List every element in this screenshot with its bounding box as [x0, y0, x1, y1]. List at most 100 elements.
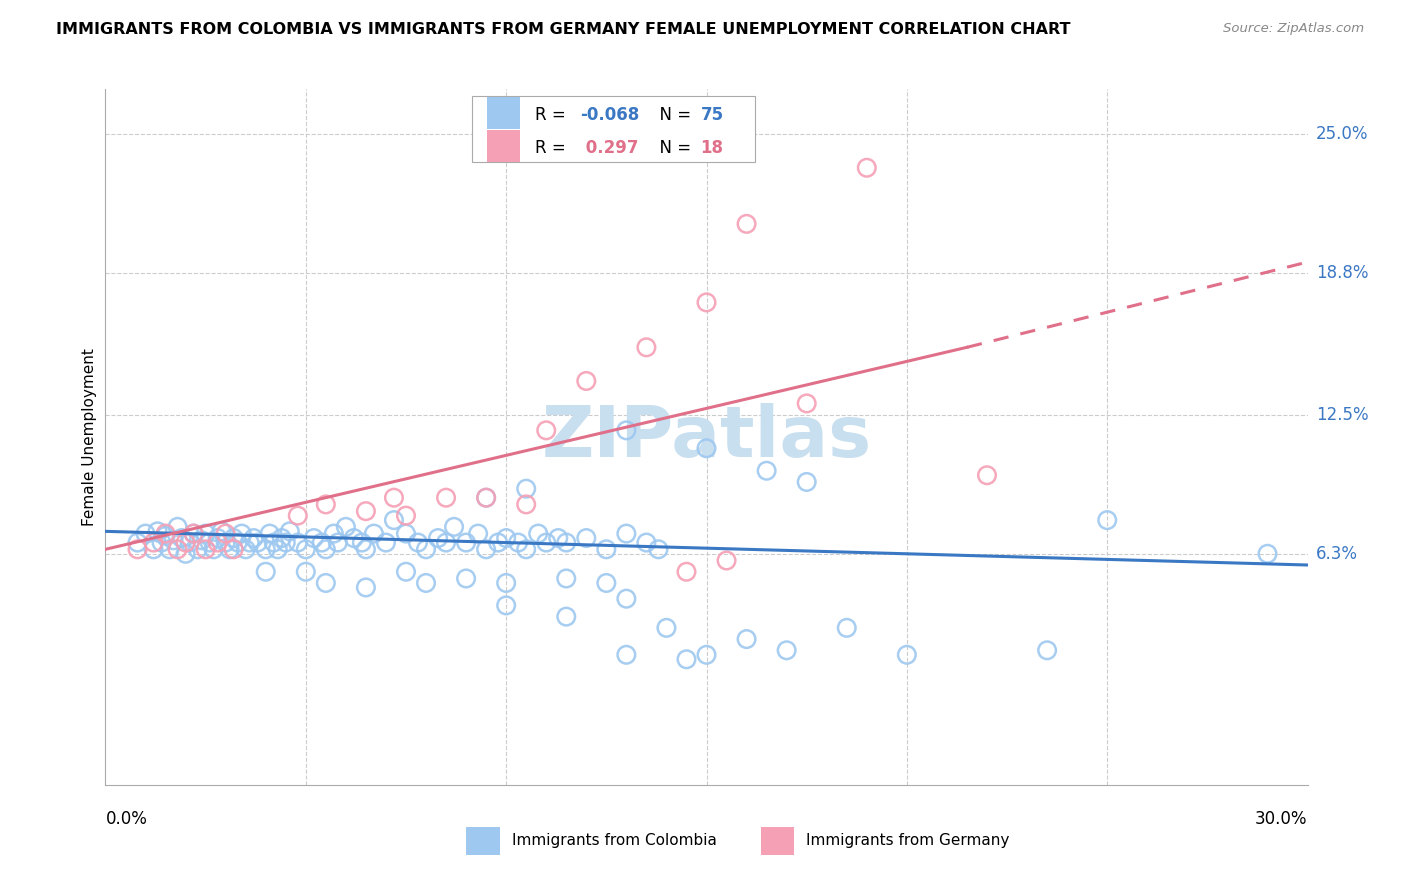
- Point: [534, 423, 557, 437]
- Point: [395, 508, 418, 523]
- Point: [231, 526, 253, 541]
- Point: [1257, 547, 1279, 561]
- Point: [354, 581, 377, 595]
- Point: [174, 547, 197, 561]
- Point: [495, 599, 517, 613]
- Text: 0.297: 0.297: [581, 139, 638, 157]
- Point: [287, 535, 309, 549]
- Point: [207, 531, 229, 545]
- Point: [354, 504, 377, 518]
- Text: IMMIGRANTS FROM COLOMBIA VS IMMIGRANTS FROM GERMANY FEMALE UNEMPLOYMENT CORRELAT: IMMIGRANTS FROM COLOMBIA VS IMMIGRANTS F…: [56, 22, 1071, 37]
- Point: [527, 526, 550, 541]
- Text: 12.5%: 12.5%: [1316, 406, 1368, 424]
- Point: [696, 295, 718, 310]
- Point: [467, 526, 489, 541]
- Point: [475, 542, 498, 557]
- Text: ZIPatlas: ZIPatlas: [541, 402, 872, 472]
- Point: [174, 535, 197, 549]
- Point: [194, 526, 217, 541]
- Point: [335, 520, 357, 534]
- Point: [434, 535, 457, 549]
- FancyBboxPatch shape: [465, 827, 499, 855]
- Point: [515, 482, 537, 496]
- Point: [242, 531, 264, 545]
- Text: 0.0%: 0.0%: [105, 810, 148, 828]
- Point: [222, 531, 245, 545]
- Point: [616, 591, 638, 606]
- Point: [415, 542, 437, 557]
- Point: [896, 648, 918, 662]
- Point: [127, 535, 149, 549]
- Point: [534, 535, 557, 549]
- Point: [508, 535, 530, 549]
- Point: [222, 542, 245, 557]
- Text: 18: 18: [700, 139, 724, 157]
- Point: [239, 535, 262, 549]
- Point: [354, 542, 377, 557]
- Point: [547, 531, 569, 545]
- Point: [636, 535, 658, 549]
- Point: [575, 531, 598, 545]
- Point: [166, 520, 188, 534]
- Point: [274, 535, 297, 549]
- Point: [555, 535, 578, 549]
- Point: [254, 565, 277, 579]
- Point: [214, 526, 236, 541]
- Point: [179, 535, 201, 549]
- Point: [254, 542, 277, 557]
- Point: [443, 520, 465, 534]
- Point: [302, 531, 325, 545]
- Point: [776, 643, 799, 657]
- Point: [655, 621, 678, 635]
- Text: R =: R =: [534, 139, 571, 157]
- Point: [495, 576, 517, 591]
- Point: [211, 524, 233, 539]
- Point: [575, 374, 598, 388]
- Point: [270, 531, 292, 545]
- Text: 75: 75: [700, 105, 724, 124]
- Point: [475, 491, 498, 505]
- Point: [278, 524, 301, 539]
- Point: [162, 533, 184, 548]
- Point: [735, 217, 758, 231]
- FancyBboxPatch shape: [472, 96, 755, 162]
- Text: -0.068: -0.068: [581, 105, 640, 124]
- Point: [515, 497, 537, 511]
- Point: [127, 542, 149, 557]
- Point: [454, 535, 477, 549]
- Text: Source: ZipAtlas.com: Source: ZipAtlas.com: [1223, 22, 1364, 36]
- Point: [150, 535, 173, 549]
- Point: [235, 542, 257, 557]
- Point: [475, 491, 498, 505]
- FancyBboxPatch shape: [486, 97, 520, 128]
- Text: 25.0%: 25.0%: [1316, 125, 1368, 143]
- Point: [159, 542, 181, 557]
- Point: [183, 526, 205, 541]
- Point: [226, 535, 249, 549]
- Point: [796, 475, 818, 489]
- Point: [427, 531, 450, 545]
- Point: [595, 542, 617, 557]
- Point: [170, 531, 193, 545]
- Point: [343, 531, 366, 545]
- Point: [326, 535, 349, 549]
- Point: [716, 553, 738, 567]
- Point: [246, 535, 269, 549]
- Point: [363, 526, 385, 541]
- Text: R =: R =: [534, 105, 571, 124]
- Point: [287, 508, 309, 523]
- Point: [311, 535, 333, 549]
- Point: [796, 396, 818, 410]
- Point: [855, 161, 877, 175]
- Text: Immigrants from Germany: Immigrants from Germany: [806, 833, 1010, 848]
- Point: [187, 542, 209, 557]
- Point: [976, 468, 998, 483]
- Point: [555, 572, 578, 586]
- Point: [155, 526, 177, 541]
- Point: [495, 531, 517, 545]
- Y-axis label: Female Unemployment: Female Unemployment: [82, 348, 97, 526]
- Point: [198, 535, 221, 549]
- Point: [194, 542, 217, 557]
- Point: [350, 535, 373, 549]
- Point: [636, 340, 658, 354]
